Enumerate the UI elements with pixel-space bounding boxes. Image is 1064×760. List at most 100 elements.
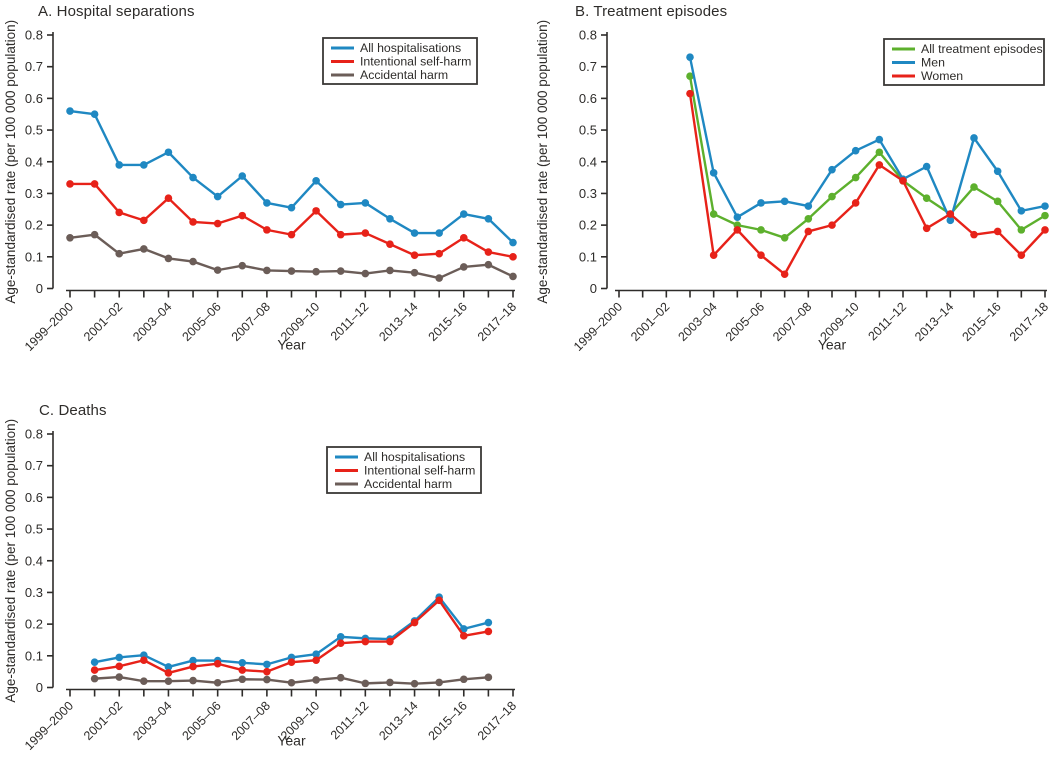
panel-deaths: C. Deaths 0 0.1 0.2 0.3 0.4 0.5 0.6 0.7 0.8 Age-s… [0,380,532,760]
series-point [312,267,320,276]
series-point [213,659,222,668]
legend-item-label: Intentional self-harm [364,464,475,478]
series-point [946,216,955,225]
series-point [238,172,247,180]
series-point [484,214,493,223]
series-point [66,234,74,242]
series-point [851,146,860,155]
y-axis-tick-label: 0.7 [579,59,597,74]
series-point [410,229,419,237]
series-point [90,674,99,683]
series-point [263,199,271,207]
series-point [238,658,247,667]
series-point [946,210,955,218]
series-point [709,210,718,218]
x-axis-title: Year [277,733,306,749]
y-axis-tick-label: 0 [36,680,43,695]
series-point [484,627,493,636]
series-point [435,229,443,237]
series-point [828,221,836,229]
series-point [804,214,813,223]
x-axis-tick-label: 2013–14 [376,300,420,344]
series-line [68,109,515,244]
series-point [238,675,247,684]
chart-a-canvas: 0 0.1 0.2 0.3 0.4 0.5 0.6 0.7 0.8 Age-standardise… [3,20,519,354]
series-point [312,656,320,665]
series-point [115,208,124,217]
series-point [509,238,517,247]
series-point [459,625,468,633]
series-point [509,253,517,261]
series-point [90,666,99,674]
series-point [312,176,320,185]
legend-item-label: All hospitalisations [364,450,465,464]
chart-title-a: A. Hospital separations [38,3,195,20]
series-point [970,134,978,142]
series-point [1017,226,1026,234]
legend-item-label: Women [921,69,963,83]
x-axis-title: Year [818,337,847,353]
x-axis-tick-label: 2001–02 [81,699,125,743]
y-axis-tick-label: 0.4 [25,154,43,169]
series-point [922,162,931,171]
series-point [459,234,468,242]
series-point [164,669,173,677]
series-point [238,211,247,220]
y-axis-tick-label: 0 [590,281,597,296]
series-point [164,677,173,685]
series-point [410,618,419,627]
series-point [1041,226,1049,234]
x-axis-tick-label: 2007–08 [229,699,273,743]
y-axis-title: Age-standardised rate (per 100 000 popul… [3,419,18,703]
series-point [509,272,517,281]
series-point [90,110,99,119]
legend-item-label: All treatment episodes [921,42,1043,56]
series-point [970,230,978,239]
series-point [686,72,694,80]
series-point [484,248,493,256]
x-axis-tick-label: 1999–2000 [22,300,76,354]
series-line [688,55,1047,222]
x-axis-tick-label: 2015–16 [426,699,470,743]
series-point [189,662,197,671]
x-axis-tick-label: 2001–02 [628,300,672,344]
series-point [189,173,197,182]
y-axis-tick-label: 0.1 [25,648,43,663]
series-point [1041,202,1049,210]
series-point [993,167,1002,176]
series-point [115,249,124,258]
y-axis-tick-label: 0.3 [25,186,43,201]
series-point [140,216,148,225]
x-axis-tick-label: 2005–06 [179,300,223,344]
series-point [410,679,419,688]
series-point [287,267,296,275]
series-point [435,678,443,687]
series-point [238,261,247,270]
series-point [851,199,860,207]
series-point [484,673,493,682]
legend-item-label: All hospitalisations [360,41,461,55]
x-axis-tick-label: 2005–06 [179,699,223,743]
series-point [336,633,345,641]
series-line [688,92,1047,276]
series-point [213,266,222,274]
x-axis-title: Year [277,337,306,353]
x-axis-tick-label: 1999–2000 [571,300,625,354]
series-point [993,227,1002,236]
series-point [1017,207,1026,215]
legend-item-label: Men [921,56,945,70]
y-axis-title: Age-standardised rate (per 100 000 popul… [3,20,18,304]
x-axis-tick-label: 2011–12 [328,300,372,344]
series-point [263,660,271,669]
series-point [189,218,197,226]
x-axis-tick-label: 2013–14 [376,699,420,743]
legend-item-label: Intentional self-harm [360,55,471,69]
y-axis-tick-label: 0.3 [25,585,43,600]
series-point [757,226,765,234]
y-axis-tick-label: 0.7 [25,59,43,74]
series-point [189,656,197,665]
series-point [386,240,394,248]
series-point [115,161,124,169]
series-point [263,667,271,676]
